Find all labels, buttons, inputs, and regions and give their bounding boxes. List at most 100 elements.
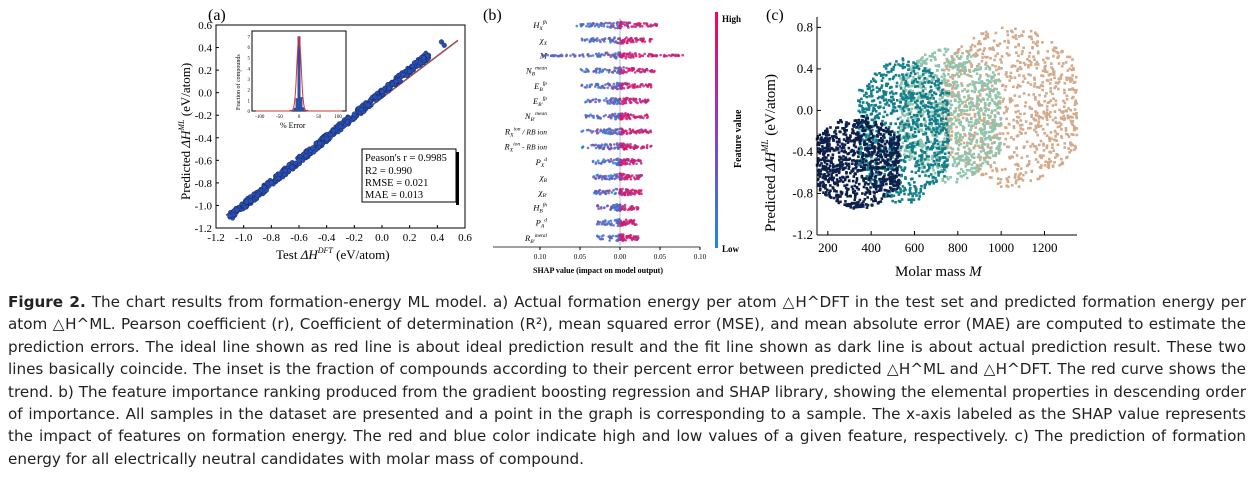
swarm-point <box>638 55 642 59</box>
panel-a-point <box>386 85 392 91</box>
panel-c-point <box>938 157 942 161</box>
swarm-point <box>600 143 604 147</box>
panel-c-point <box>988 116 991 120</box>
panel-c-point <box>1060 73 1064 77</box>
panel-c-point <box>877 116 880 120</box>
inset-x-label: % Error <box>280 121 306 130</box>
swarm-point <box>597 235 601 239</box>
panel-c-point <box>1024 101 1028 104</box>
panel-c-point <box>1000 168 1004 172</box>
panel-c-point <box>1049 72 1053 76</box>
swarm-point <box>597 52 601 55</box>
panel-c-point <box>1017 185 1021 188</box>
panel-c-point <box>885 64 889 67</box>
panel-c-point <box>956 152 960 155</box>
panel-c-point <box>978 75 982 79</box>
panel-c-point <box>1013 64 1017 68</box>
swarm-point <box>617 116 621 120</box>
panel-c-point <box>945 81 948 85</box>
panel-c-point <box>1019 119 1023 122</box>
panel-c-point <box>979 42 982 46</box>
panel-c-point <box>904 102 907 106</box>
panel-a-stat-rmse: RMSE = 0.021 <box>365 178 428 189</box>
panel-c-point <box>986 98 990 101</box>
panel-c-point <box>938 49 942 52</box>
panel-c-point <box>945 64 949 68</box>
swarm-point <box>618 189 622 192</box>
panel-c-point <box>895 60 898 63</box>
panel-c-point <box>1001 132 1005 135</box>
panel-c-point <box>904 80 908 83</box>
panel-c-point <box>929 74 933 78</box>
panel-c-point <box>967 124 971 127</box>
swarm-point <box>594 161 598 164</box>
panel-c-point <box>933 116 937 120</box>
panel-c-point <box>864 135 868 138</box>
swarm-point <box>591 130 595 133</box>
panel-c-point <box>942 53 946 57</box>
panel-a-point <box>358 106 364 113</box>
panel-c-point <box>998 132 1002 135</box>
panel-c-point <box>1052 54 1055 58</box>
panel-c-point <box>923 170 926 174</box>
panel-c-point <box>923 151 926 154</box>
swarm-point <box>606 25 609 28</box>
panel-c-point <box>878 101 882 104</box>
panel-c-point <box>901 141 905 145</box>
panel-c-point <box>957 65 961 68</box>
panel-c-point <box>890 85 893 89</box>
panel-c-point <box>882 106 886 110</box>
panel-c-point <box>1051 118 1055 122</box>
panel-c-point <box>1058 80 1061 84</box>
panel-c-point <box>923 110 926 114</box>
panel-c-point <box>917 67 921 71</box>
panel-c-point <box>997 67 1001 71</box>
feature-label: PAd <box>535 218 548 230</box>
panel-c-point <box>1012 138 1016 141</box>
panel-c-point <box>941 111 945 114</box>
panel-c-point <box>947 73 950 76</box>
panel-c-point <box>976 105 979 109</box>
panel-c-point <box>1039 139 1043 143</box>
panel-c-point <box>973 90 977 94</box>
swarm-point <box>618 52 622 56</box>
swarm-point <box>621 102 625 106</box>
panel-c-point <box>1029 63 1033 67</box>
panel-c-point <box>966 73 969 77</box>
swarm-point <box>621 38 625 42</box>
panel-c-point <box>930 93 934 97</box>
panel-c-point <box>861 110 865 114</box>
panel-c-point <box>973 81 977 84</box>
panel-c-point <box>1041 58 1045 62</box>
panel-c-point <box>1017 178 1021 181</box>
panel-c-point <box>908 74 912 78</box>
swarm-point <box>625 161 629 165</box>
panel-c-point <box>944 110 947 114</box>
panel-c-point <box>1037 114 1040 118</box>
swarm-point <box>642 69 646 73</box>
panel-c-point <box>1041 84 1045 88</box>
panel-c-point <box>928 122 932 125</box>
panel-c-point <box>1031 45 1034 49</box>
panel-c-point <box>949 175 952 179</box>
swarm-point <box>615 142 619 145</box>
swarm-point <box>649 85 653 89</box>
swarm-point <box>648 40 652 43</box>
swarm-point <box>622 145 625 148</box>
panel-c-point <box>1022 30 1025 33</box>
swarm-point <box>596 144 600 148</box>
panel-c-point <box>892 65 896 69</box>
panel-c-point <box>925 169 929 173</box>
panel-c-point <box>896 117 900 121</box>
panel-a-scatter: -1.2 -1.0 -0.8 -0.6 -0.4 -0.2 0.0 0.2 0.4 0.6 0.6… <box>177 20 472 262</box>
panel-c-point <box>892 98 895 101</box>
panel-c-point <box>883 110 887 114</box>
panel-a-x-tick-label: -1.2 <box>207 232 224 244</box>
panel-c-point <box>980 144 984 147</box>
panel-c-point <box>878 89 881 92</box>
panel-c-point <box>927 174 931 178</box>
panel-c-point <box>1052 70 1056 74</box>
panel-c-point <box>1060 162 1063 166</box>
swarm-point <box>625 36 628 39</box>
swarm-point <box>624 56 628 60</box>
